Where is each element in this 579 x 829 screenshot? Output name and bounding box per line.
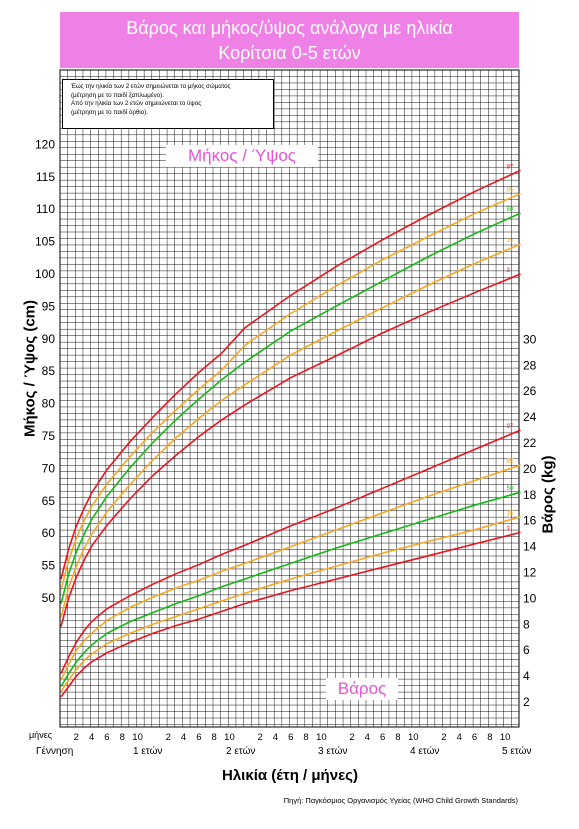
weight-section-label: Βάρος [326,678,398,700]
weight-curve-label-p3: 3 [506,526,510,532]
y-tick-left: 70 [42,461,56,475]
x-tick-month: 2 [441,732,446,743]
note-line-1: Έως την ηλικία των 2 ετών σημειώνεται το… [71,83,231,90]
height-curve-label-p97: 97 [506,164,513,170]
y-tick-left: 90 [42,332,56,346]
weight-curve-label-p15: 15 [506,511,513,517]
y-tick-right: 16 [523,514,537,528]
y-tick-right: 6 [523,643,530,657]
x-axis-title: Ηλικία (έτη / μήνες) [222,767,358,784]
year-label-1: 1 ετών [133,746,163,757]
note-line-3: Από την ηλικία των 2 ετών σημειώνεται το… [71,100,202,108]
y-tick-left: 50 [42,591,56,605]
x-tick-month: 10 [500,732,511,743]
y-tick-left: 95 [42,299,56,313]
year-label-4: 4 ετών [410,746,440,757]
y-tick-right: 22 [523,436,537,450]
weight-curve-label-p50: 50 [506,486,513,492]
x-tick-month: 6 [472,732,477,743]
y-tick-left: 60 [42,526,56,540]
measurement-note: Έως την ηλικία των 2 ετών σημειώνεται το… [62,79,274,129]
source-note: Πηγή: Παγκόσμιος Οργανισμός Υγείας (WHO … [283,796,518,805]
height-curve-p97 [60,169,521,580]
x-tick-month: 6 [104,732,109,743]
height-section-label: Μήκος / Ύψος [166,145,318,167]
height-curve-label-p15: 15 [506,238,513,244]
year-label-2: 2 ετών [226,746,256,757]
y-tick-left: 110 [36,202,55,216]
x-tick-month: 6 [380,732,385,743]
y-tick-right: 14 [523,540,537,554]
y-tick-left: 65 [42,494,56,508]
weight-curve-p97 [60,429,521,674]
y-tick-right: 10 [523,591,537,605]
y-tick-right: 28 [523,358,537,372]
x-tick-month: 10 [132,732,143,743]
x-tick-month: 4 [181,732,186,743]
year-label-3: 3 ετών [318,746,348,757]
height-curve-p3 [60,273,521,627]
y-tick-right: 26 [523,384,537,398]
x-tick-month: 8 [303,732,308,743]
height-curve-label-p85: 85 [506,188,513,194]
y-axis-title-right: Βάρος (kg) [539,455,557,534]
y-tick-left: 75 [42,429,56,443]
weight-curve-p3 [60,531,521,698]
height-curve-label-p50: 50 [506,207,513,213]
x-tick-month: 10 [408,732,419,743]
x-tick-month: 4 [365,732,370,743]
y-tick-left: 80 [42,397,56,411]
x-tick-month: 2 [166,732,171,743]
x-tick-month: 8 [120,732,125,743]
weight-curve-p85 [60,464,521,681]
year-label-5: 5 ετών [502,746,532,757]
y-tick-left: 105 [35,235,55,249]
x-tick-month: 10 [224,732,235,743]
x-tick-month: 4 [273,732,278,743]
y-tick-left: 100 [35,267,55,281]
note-line-4: (μέτρηση με το παιδί όρθιο). [71,108,148,116]
y-tick-right: 30 [523,332,537,346]
y-tick-right: 4 [523,669,530,683]
height-curve-p85 [60,192,521,591]
chart-header: Βάρος και μήκος/ύψος ανάλογα με ηλικία Κ… [60,12,519,68]
x-tick-month: 8 [487,732,492,743]
y-tick-right: 24 [523,410,537,424]
x-tick-month: 2 [349,732,354,743]
y-tick-left: 55 [42,559,56,573]
y-tick-left: 115 [36,170,55,184]
weight-curve-p50 [60,491,521,687]
weight-curve-label-p97: 97 [506,424,513,430]
y-tick-right: 2 [523,695,530,709]
x-tick-month: 2 [74,732,79,743]
weight-curve-label-p85: 85 [506,459,513,465]
x-tick-month: 2 [257,732,262,743]
note-line-2: (μέτρηση με το παιδί ξαπλωμένο). [71,91,164,99]
x-tick-month: 4 [457,732,462,743]
x-tick-month: 4 [89,732,94,743]
weight-curve-p15 [60,516,521,693]
chart-title: Βάρος και μήκος/ύψος ανάλογα με ηλικία [126,18,453,38]
height-curve-p50 [60,212,521,605]
y-tick-right: 20 [523,462,537,476]
y-tick-left: 120 [35,137,55,151]
x-tick-month: 6 [288,732,293,743]
x-tick-month: 8 [395,732,400,743]
x-tick-month: 8 [212,732,217,743]
chart-subtitle: Κορίτσια 0-5 ετών [218,43,361,63]
x-tick-month: 6 [196,732,201,743]
height-curve-label-p3: 3 [506,268,510,274]
y-axis-title-left: Μήκος / Ύψος (cm) [21,300,39,437]
y-tick-right: 8 [523,617,530,631]
y-tick-right: 18 [523,488,537,502]
height-curve-p15 [60,243,521,618]
y-tick-left: 85 [42,364,56,378]
months-label: μήνες [29,730,53,740]
birth-label: Γέννηση [36,746,74,757]
y-tick-right: 12 [523,566,537,580]
x-tick-month: 10 [316,732,327,743]
